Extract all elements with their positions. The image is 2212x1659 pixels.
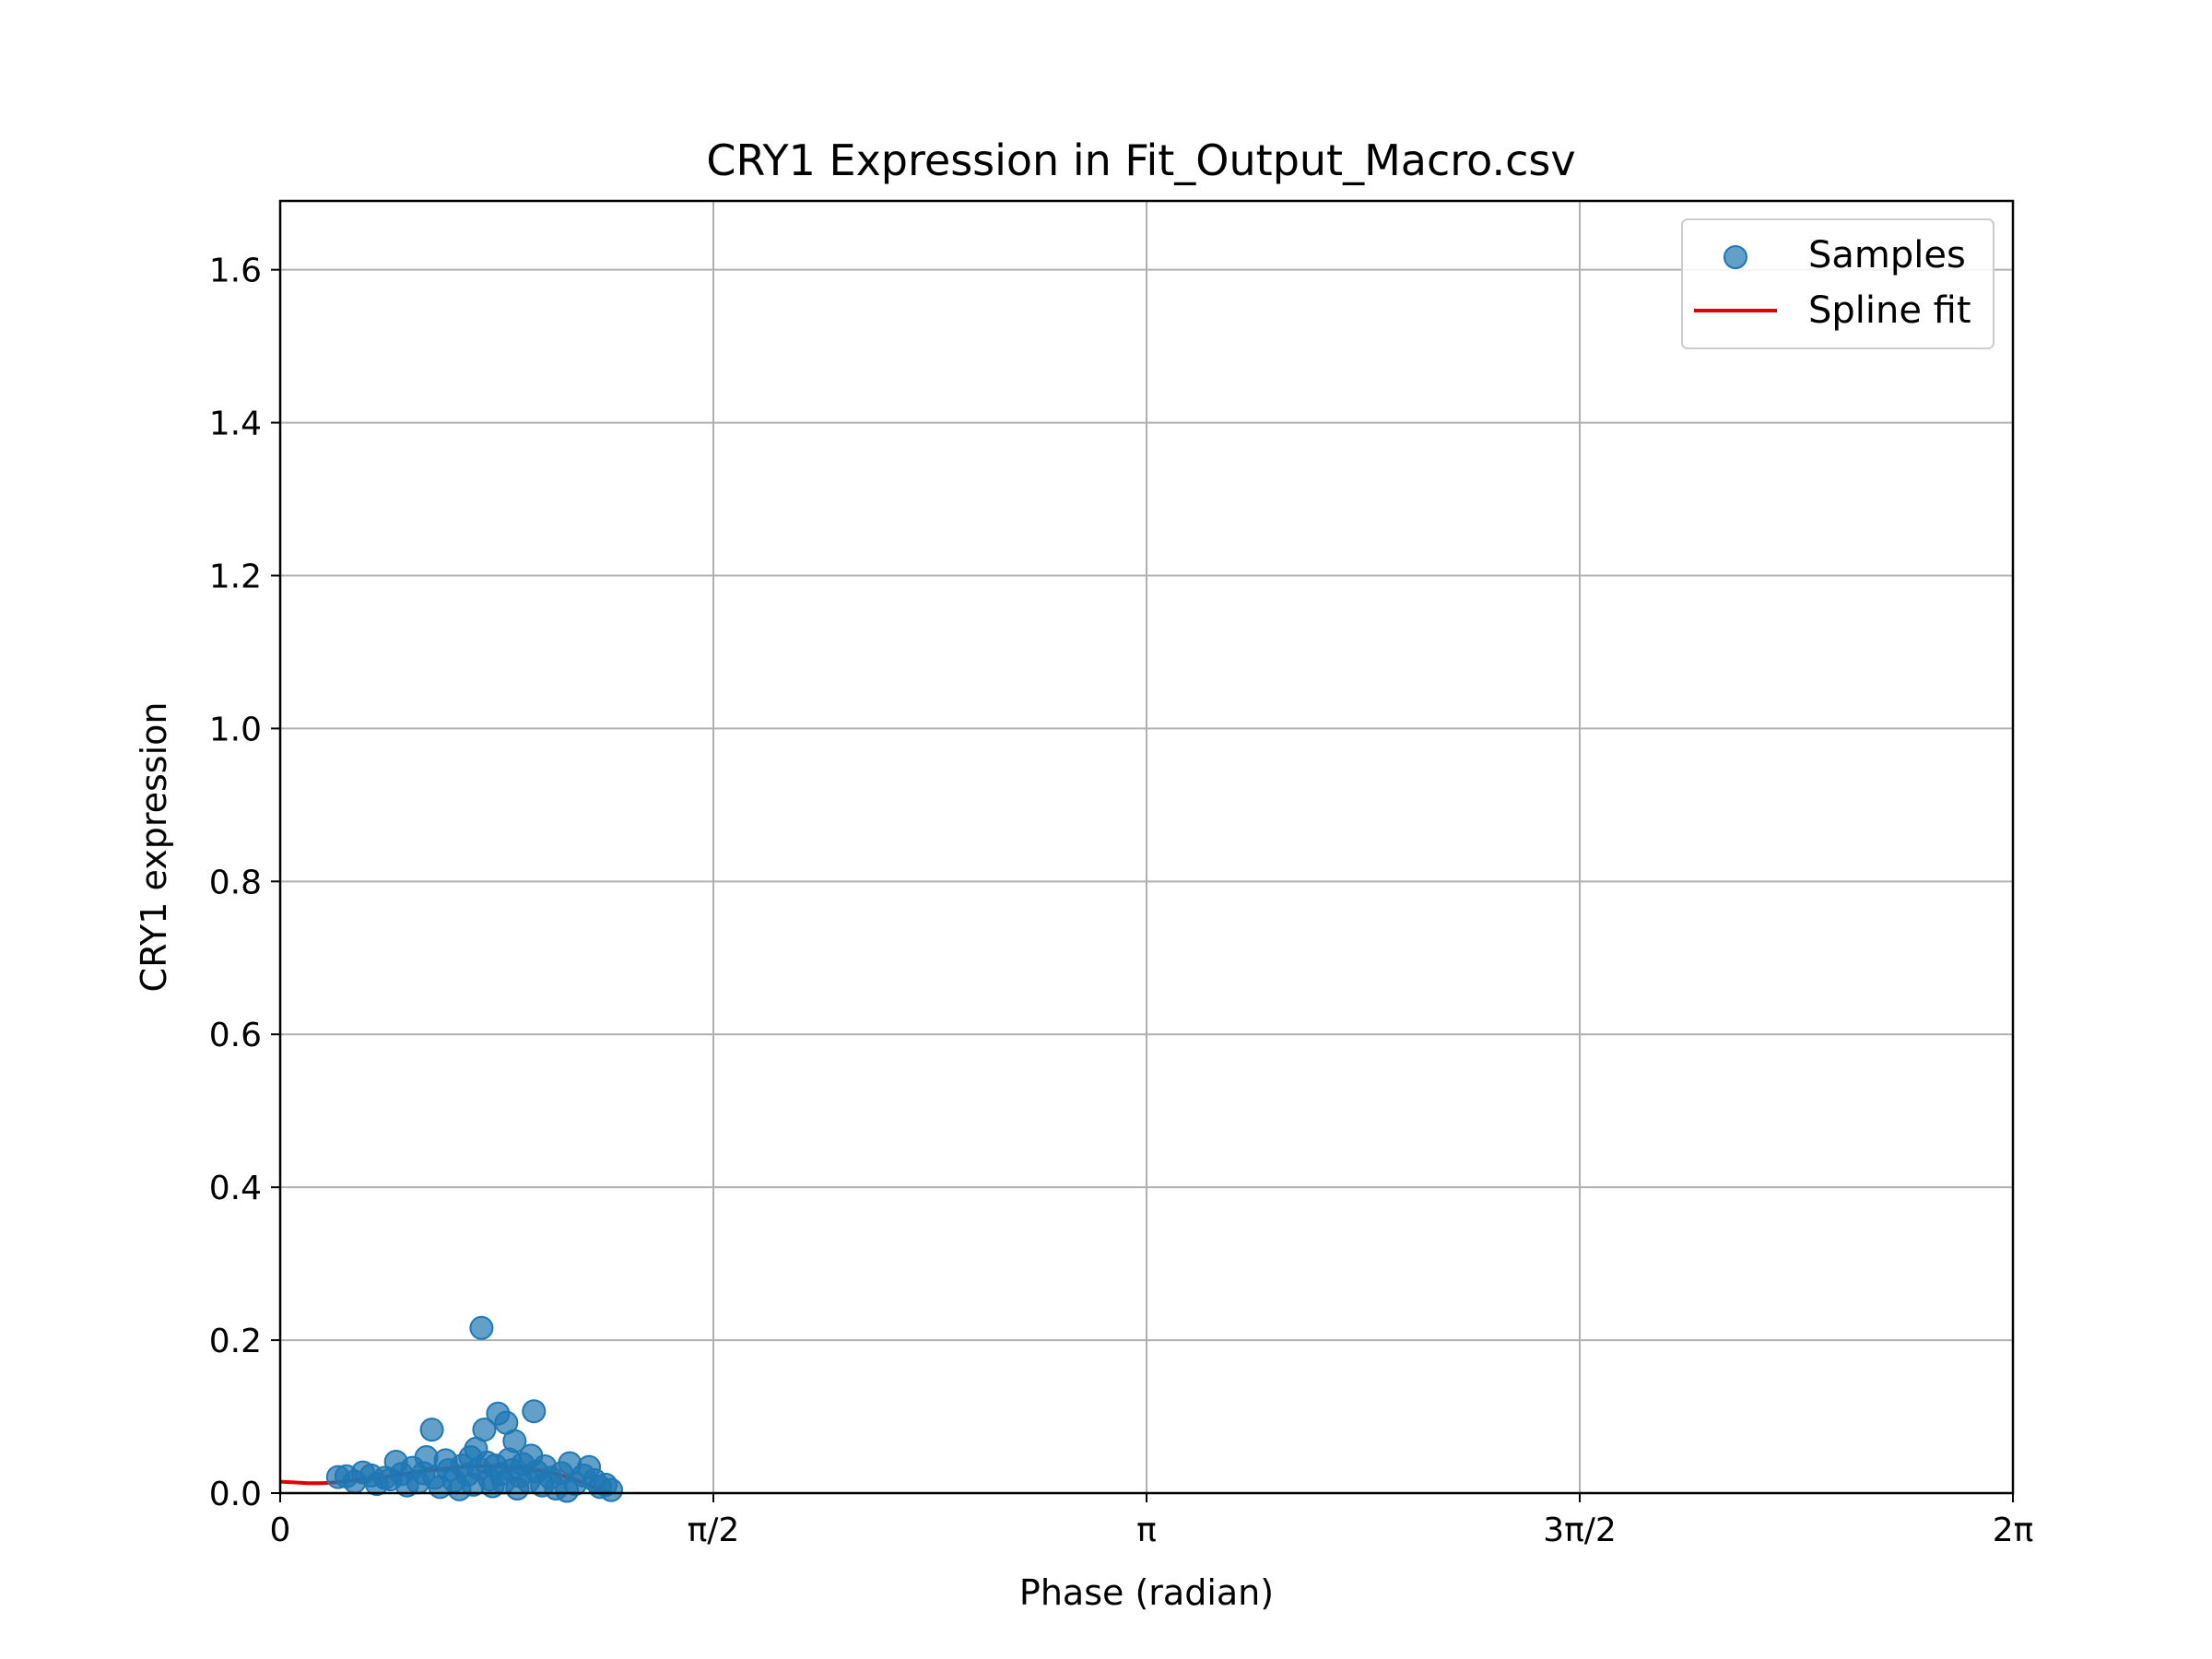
- legend-samples-label: Samples: [1808, 234, 1966, 276]
- chart-title: CRY1 Expression in Fit_Output_Macro.csv: [706, 135, 1575, 185]
- sample-point-28: [469, 1315, 494, 1340]
- y-tick-label-5: 1.0: [209, 711, 262, 748]
- y-tick-label-1: 0.2: [209, 1323, 262, 1360]
- legend-box: [1681, 218, 1994, 349]
- legend-samples-marker: [1724, 245, 1747, 269]
- y-tick-label-4: 0.8: [209, 864, 262, 901]
- sample-point-46: [522, 1399, 547, 1424]
- x-tick-label-4: 2π: [1993, 1512, 2034, 1549]
- grid-lines: [279, 201, 2014, 1494]
- x-tick-label-3: 3π/2: [1543, 1512, 1617, 1549]
- x-tick-label-0: 0: [270, 1512, 291, 1549]
- legend-spline-label: Spline fit: [1808, 289, 1971, 332]
- y-tick-label-3: 0.6: [209, 1017, 262, 1054]
- sample-point-40: [502, 1429, 527, 1453]
- y-tick-label-8: 1.6: [209, 253, 262, 290]
- sample-point-29: [472, 1418, 497, 1442]
- y-tick-label-2: 0.4: [209, 1170, 262, 1207]
- y-axis: 0.0 0.2 0.4 0.6 0.8 1.0 1.2 1.4 1.6: [209, 253, 280, 1513]
- x-tick-label-2: π: [1136, 1512, 1157, 1549]
- samples-layer: [325, 1315, 624, 1503]
- x-axis-label: Phase (radian): [1019, 1572, 1274, 1613]
- y-tick-label-0: 0.0: [209, 1476, 262, 1513]
- y-tick-label-6: 1.2: [209, 558, 262, 595]
- sample-point-61: [599, 1477, 624, 1502]
- sample-point-15: [419, 1418, 444, 1442]
- legend: Samples Spline fit: [1681, 218, 1994, 349]
- x-axis: 0 π/2 π 3π/2 2π: [270, 1493, 2034, 1549]
- y-tick-label-7: 1.4: [209, 406, 262, 443]
- x-tick-label-1: π/2: [688, 1512, 740, 1549]
- y-axis-label: CRY1 expression: [134, 702, 174, 993]
